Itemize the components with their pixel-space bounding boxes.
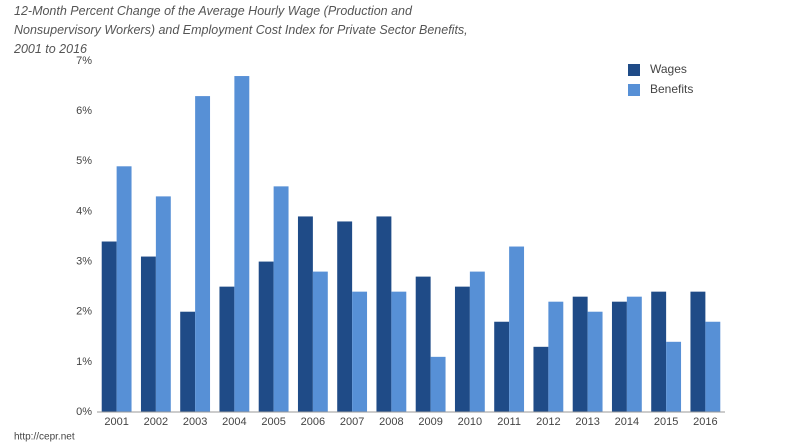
bar [415, 276, 431, 412]
x-tick-label: 2004 [222, 416, 246, 428]
bar [234, 76, 250, 413]
y-tick-label: 5% [76, 155, 92, 167]
x-tick-label: 2009 [418, 416, 442, 428]
x-tick-label: 2014 [615, 416, 639, 428]
legend-label: Wages [650, 62, 687, 76]
bar [376, 216, 392, 412]
x-tick-label: 2007 [340, 416, 364, 428]
bar [297, 216, 313, 412]
bar [611, 301, 627, 412]
bar [140, 256, 156, 412]
legend-swatch [628, 84, 640, 96]
y-tick-label: 7% [76, 55, 92, 67]
bar [155, 196, 171, 412]
bar [587, 311, 603, 412]
bar [430, 356, 446, 412]
x-tick-label: 2003 [183, 416, 207, 428]
x-tick-label: 2006 [301, 416, 325, 428]
bar [548, 301, 564, 412]
x-tick-label: 2005 [261, 416, 285, 428]
x-tick-label: 2010 [458, 416, 482, 428]
y-tick-label: 6% [76, 105, 92, 117]
x-tick-label: 2013 [575, 416, 599, 428]
bar [258, 261, 274, 412]
bar [337, 221, 353, 412]
y-tick-label: 1% [76, 356, 92, 368]
y-tick-label: 2% [76, 306, 92, 318]
bar [195, 96, 211, 412]
bar [626, 296, 642, 412]
y-tick-label: 4% [76, 205, 92, 217]
bar [509, 246, 525, 412]
y-tick-label: 0% [76, 406, 92, 418]
bar [180, 311, 196, 412]
bar [469, 271, 485, 412]
bar [533, 346, 549, 412]
bar [494, 321, 510, 412]
legend-swatch [628, 64, 640, 76]
x-tick-label: 2012 [536, 416, 560, 428]
bar [690, 291, 706, 412]
bar [116, 166, 132, 412]
bar [454, 286, 470, 412]
bar [352, 291, 368, 412]
bar [705, 321, 721, 412]
bar [101, 241, 117, 412]
legend-label: Benefits [650, 82, 693, 96]
y-tick-label: 3% [76, 255, 92, 267]
x-tick-label: 2002 [144, 416, 168, 428]
bar [666, 341, 682, 412]
bar [391, 291, 407, 412]
bar [219, 286, 235, 412]
x-tick-label: 2016 [693, 416, 717, 428]
x-tick-label: 2008 [379, 416, 403, 428]
bar [312, 271, 328, 412]
source: http://cepr.net [14, 432, 75, 443]
chart-title: 12-Month Percent Change of the Average H… [14, 4, 468, 56]
x-tick-label: 2001 [104, 416, 128, 428]
x-tick-label: 2015 [654, 416, 678, 428]
bar [572, 296, 588, 412]
bar [273, 186, 289, 412]
bar [651, 291, 667, 412]
x-tick-label: 2011 [497, 416, 521, 428]
